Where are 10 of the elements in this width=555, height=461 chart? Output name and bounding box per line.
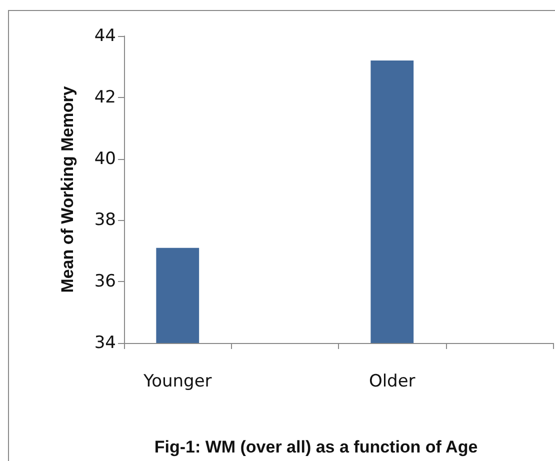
y-tick-label: 36 [94,272,116,292]
y-tick-label: 40 [94,148,116,169]
y-tick-label: 42 [94,87,116,108]
x-tick-label: Older [368,372,416,392]
y-axis-title: Mean of Working Memory [58,86,77,293]
y-tick-label: 38 [94,210,116,230]
y-tick-label: 44 [94,26,116,46]
text: Fig-1: WM (over all) as a function of Age [154,438,478,456]
y-tick-label: 34 [94,333,116,353]
x-tick-label: Younger [142,372,212,392]
